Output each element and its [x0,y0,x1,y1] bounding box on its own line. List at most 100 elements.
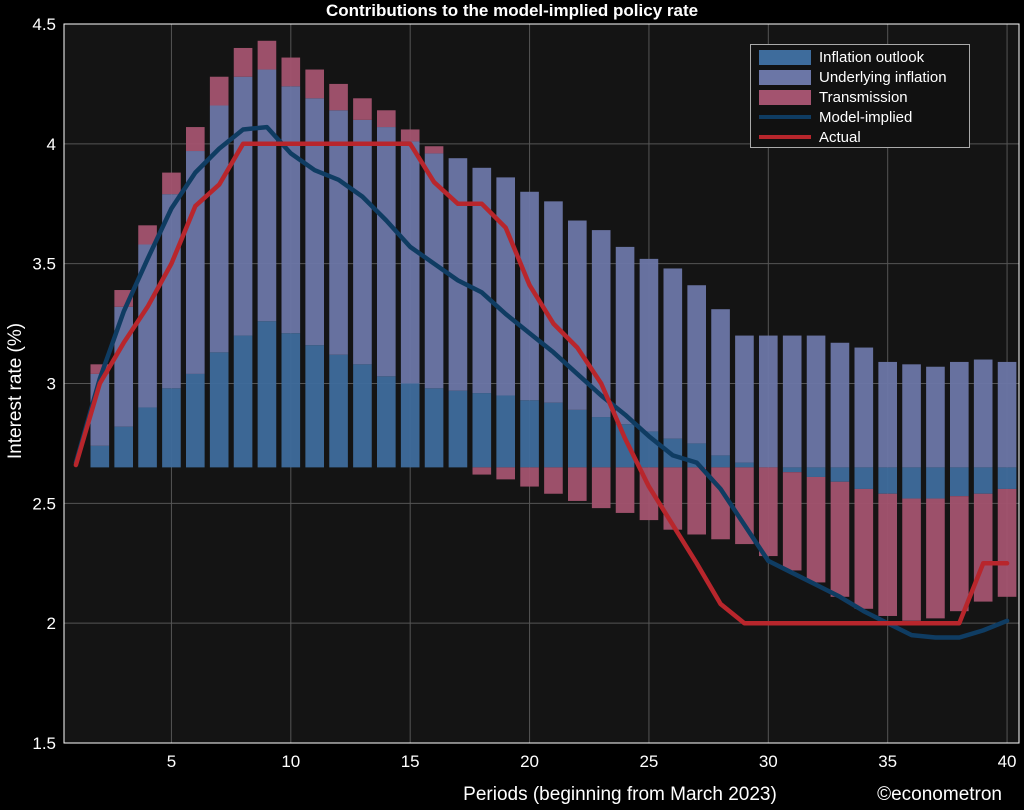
y-tick-label: 2 [47,614,56,633]
bar-underlying-inflation [353,119,372,365]
bar-transmission [90,364,110,374]
legend-label-actual: Actual [819,128,861,146]
bar-inflation-outlook [950,467,969,497]
chart-legend: Inflation outlook Underlying inflation T… [750,44,970,148]
bar-transmission [568,467,587,501]
bar-underlying-inflation [377,127,396,377]
bar-underlying-inflation [615,246,635,425]
bar-underlying-inflation [233,76,253,336]
bar-underlying-inflation [854,347,874,468]
bar-underlying-inflation [400,141,420,384]
legend-item-underlying-inflation: Underlying inflation [759,67,969,87]
bar-transmission [138,225,157,245]
bar-inflation-outlook [353,364,372,468]
bar-transmission [830,481,850,597]
legend-swatch-underlying-inflation [759,69,811,85]
bar-transmission [782,472,802,571]
bar-underlying-inflation [830,342,850,468]
bar-underlying-inflation [448,158,468,391]
bar-transmission [544,467,563,494]
x-tick-label: 20 [520,752,539,771]
y-tick-label: 4.5 [32,15,56,34]
plot-frame [63,23,1020,744]
bar-underlying-inflation [950,361,969,468]
bar-inflation-outlook [854,467,874,489]
legend-label-model-implied: Model-implied [819,108,913,126]
bar-underlying-inflation [520,191,539,401]
y-tick-label: 3 [47,375,56,394]
bar-inflation-outlook [114,426,133,468]
bar-inflation-outlook [90,445,110,468]
line-actual [73,141,1010,626]
x-tick-label: 40 [998,752,1017,771]
bar-inflation-outlook [878,467,897,494]
bar-underlying-inflation [759,335,778,468]
bar-transmission [902,498,921,621]
bar-transmission [209,76,229,106]
bar-inflation-outlook [329,354,348,468]
bar-underlying-inflation [735,335,754,463]
y-axis-label: Interest rate (%) [5,322,26,460]
bar-transmission [950,496,969,612]
bar-inflation-outlook [782,467,802,473]
bar-transmission [400,129,420,142]
bar-inflation-outlook [997,467,1017,489]
bar-underlying-inflation [591,230,611,418]
legend-line-actual [759,135,811,139]
bar-transmission [496,467,515,480]
bar-inflation-outlook [520,400,539,468]
legend-item-model-implied: Model-implied [759,107,969,127]
x-tick-label: 10 [281,752,300,771]
legend-label-underlying-inflation: Underlying inflation [819,68,947,86]
bar-transmission [305,69,324,99]
bar-transmission [997,488,1017,597]
bar-transmission [663,467,683,530]
legend-swatch-transmission [759,89,811,105]
bar-transmission [329,83,348,111]
bar-underlying-inflation [711,309,730,456]
bar-underlying-inflation [329,110,348,355]
bar-underlying-inflation [186,151,205,374]
bar-inflation-outlook [615,424,635,468]
bar-inflation-outlook [424,388,444,468]
legend-item-actual: Actual [759,127,969,147]
bar-transmission [162,172,181,195]
bar-inflation-outlook [448,390,468,468]
bar-transmission [257,40,277,70]
bar-transmission [520,467,539,487]
bar-underlying-inflation [305,98,324,346]
bar-inflation-outlook [186,373,205,468]
credit-text: ©econometron [877,784,1002,805]
bar-underlying-inflation [209,105,229,353]
bar-transmission [854,488,874,609]
bar-inflation-outlook [209,352,229,468]
bar-transmission [186,127,205,152]
bar-underlying-inflation [973,359,993,468]
bar-inflation-outlook [305,345,324,468]
legend-line-model-implied [759,115,811,119]
bar-inflation-outlook [591,417,611,468]
bar-transmission [353,98,372,120]
bar-underlying-inflation [997,361,1017,468]
bar-inflation-outlook [806,467,826,477]
y-tick-label: 4 [47,135,56,154]
bar-underlying-inflation [257,69,277,322]
bar-underlying-inflation [138,244,157,408]
bar-inflation-outlook [400,383,420,468]
bar-transmission [424,146,444,154]
legend-label-transmission: Transmission [819,88,908,106]
y-tick-label: 2.5 [32,494,56,513]
bar-inflation-outlook [257,321,277,468]
bar-inflation-outlook [830,467,850,482]
bar-underlying-inflation [496,177,515,396]
bar-inflation-outlook [496,395,515,468]
bar-underlying-inflation [806,335,826,468]
bar-transmission [735,467,754,545]
line-model-implied [73,124,1010,640]
bar-transmission [711,467,730,540]
bar-underlying-inflation [544,201,563,403]
bar-transmission [591,467,611,509]
bar-inflation-outlook [735,462,754,468]
